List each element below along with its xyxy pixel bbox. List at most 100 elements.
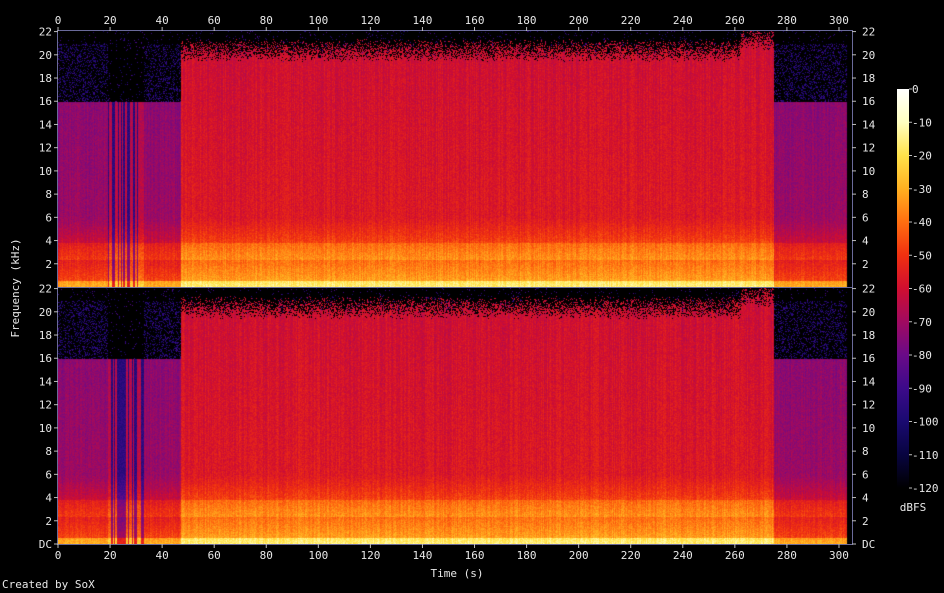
x-tick-label: 60 — [208, 549, 221, 562]
colorbar-label: dBFS — [900, 501, 927, 514]
y-tick-label-right: DC — [862, 538, 875, 551]
y-tick-label-right: 16 — [862, 95, 875, 108]
channel-2-frame — [57, 287, 853, 545]
x-tick-label: 0 — [55, 549, 62, 562]
x-tick-label: 240 — [673, 549, 693, 562]
y-tick-label-right: 20 — [862, 306, 875, 319]
x-axis-title: Time (s) — [431, 567, 484, 580]
y-tick-label: DC — [39, 538, 52, 551]
colorbar-scale — [897, 89, 909, 488]
colorbar-tick-label: -20 — [912, 150, 932, 163]
y-tick-label-right: 22 — [862, 26, 875, 39]
y-tick-label: 6 — [45, 211, 52, 224]
x-tick-label-top: 120 — [360, 14, 380, 27]
y-tick-label: 12 — [39, 142, 52, 155]
y-tick-label-right: 12 — [862, 399, 875, 412]
x-tick-label: 40 — [156, 549, 169, 562]
x-tick-label: 80 — [260, 549, 273, 562]
y-tick-label: 18 — [39, 72, 52, 85]
y-tick-label: 10 — [39, 422, 52, 435]
y-tick-label: 12 — [39, 399, 52, 412]
y-tick-label: 20 — [39, 49, 52, 62]
y-tick-label-right: 6 — [862, 468, 869, 481]
y-tick-label-right: 22 — [862, 283, 875, 296]
y-tick-label-right: 10 — [862, 422, 875, 435]
y-tick-label: 14 — [39, 118, 53, 131]
channel-1-spectrogram — [58, 31, 852, 287]
colorbar-tick-label: -80 — [912, 349, 932, 362]
y-tick-label: 16 — [39, 352, 52, 365]
x-tick-label: 300 — [829, 549, 849, 562]
y-tick-label: 16 — [39, 95, 52, 108]
x-tick-label-top: 0 — [55, 14, 62, 27]
x-tick-label-top: 280 — [777, 14, 797, 27]
x-tick-label-top: 180 — [517, 14, 537, 27]
channel-2-spectrogram — [58, 288, 852, 544]
x-tick-label-top: 40 — [156, 14, 169, 27]
y-tick-label: 18 — [39, 329, 52, 342]
y-tick-label: 8 — [45, 188, 52, 201]
x-tick-label: 280 — [777, 549, 797, 562]
y-tick-label: 8 — [45, 445, 52, 458]
x-tick-label-top: 100 — [308, 14, 328, 27]
y-tick-label: 4 — [45, 235, 52, 248]
y-tick-label-right: 18 — [862, 72, 875, 85]
x-tick-label: 100 — [308, 549, 328, 562]
x-tick-label: 260 — [725, 549, 745, 562]
colorbar-tick-label: -10 — [912, 116, 932, 129]
credit-text: Created by SoX — [2, 578, 95, 591]
y-tick-label: 10 — [39, 165, 52, 178]
colorbar-tick-label: -90 — [912, 382, 932, 395]
y-tick-label-right: 2 — [862, 258, 869, 271]
x-tick-label: 200 — [569, 549, 589, 562]
colorbar-tick-label: -40 — [912, 216, 932, 229]
colorbar-tick-label: -110 — [912, 449, 939, 462]
x-tick-label: 220 — [621, 549, 641, 562]
y-tick-label-right: 4 — [862, 235, 869, 248]
colorbar-tick-label: -100 — [912, 416, 939, 429]
x-tick-label-top: 220 — [621, 14, 641, 27]
x-tick-label-top: 160 — [465, 14, 485, 27]
y-tick-label-right: 10 — [862, 165, 875, 178]
y-tick-label: 22 — [39, 283, 52, 296]
y-tick-label: 14 — [39, 375, 53, 388]
y-tick-label-right: 6 — [862, 211, 869, 224]
y-tick-label-right: 20 — [862, 49, 875, 62]
colorbar-tick-label: -70 — [912, 316, 932, 329]
y-tick-label-right: 16 — [862, 352, 875, 365]
colorbar-tick-label: -50 — [912, 249, 932, 262]
x-tick-label-top: 260 — [725, 14, 745, 27]
colorbar-tick-label: -30 — [912, 183, 932, 196]
y-tick-label-right: 8 — [862, 188, 869, 201]
x-tick-label-top: 60 — [208, 14, 221, 27]
x-tick-label: 20 — [103, 549, 116, 562]
y-tick-label-right: 18 — [862, 329, 875, 342]
y-tick-label: 22 — [39, 26, 52, 39]
colorbar-tick-label: 0 — [912, 83, 919, 96]
colorbar-tick-label: -60 — [912, 283, 932, 296]
x-tick-label: 120 — [360, 549, 380, 562]
y-tick-label-right: 2 — [862, 515, 869, 528]
y-axis-title: Frequency (kHz) — [9, 238, 22, 337]
x-tick-label-top: 80 — [260, 14, 273, 27]
x-tick-label: 180 — [517, 549, 537, 562]
y-tick-label: 6 — [45, 468, 52, 481]
y-tick-label: 2 — [45, 258, 52, 271]
colorbar-tick-label: -120 — [912, 482, 939, 495]
y-tick-label: 20 — [39, 306, 52, 319]
x-tick-label-top: 300 — [829, 14, 849, 27]
y-tick-label-right: 14 — [862, 375, 876, 388]
x-tick-label-top: 200 — [569, 14, 589, 27]
y-tick-label: 4 — [45, 492, 52, 505]
y-tick-label-right: 4 — [862, 492, 869, 505]
x-tick-label: 160 — [465, 549, 485, 562]
x-tick-label: 140 — [413, 549, 433, 562]
x-tick-label-top: 140 — [413, 14, 433, 27]
y-tick-label-right: 12 — [862, 142, 875, 155]
y-tick-label-right: 8 — [862, 445, 869, 458]
y-tick-label: 2 — [45, 515, 52, 528]
x-tick-label-top: 20 — [103, 14, 116, 27]
x-tick-label-top: 240 — [673, 14, 693, 27]
colorbar: 0 -10 -20 -30 -40 -50 -60 -70 -80 -90 -100 -110 -120 — [897, 83, 939, 495]
